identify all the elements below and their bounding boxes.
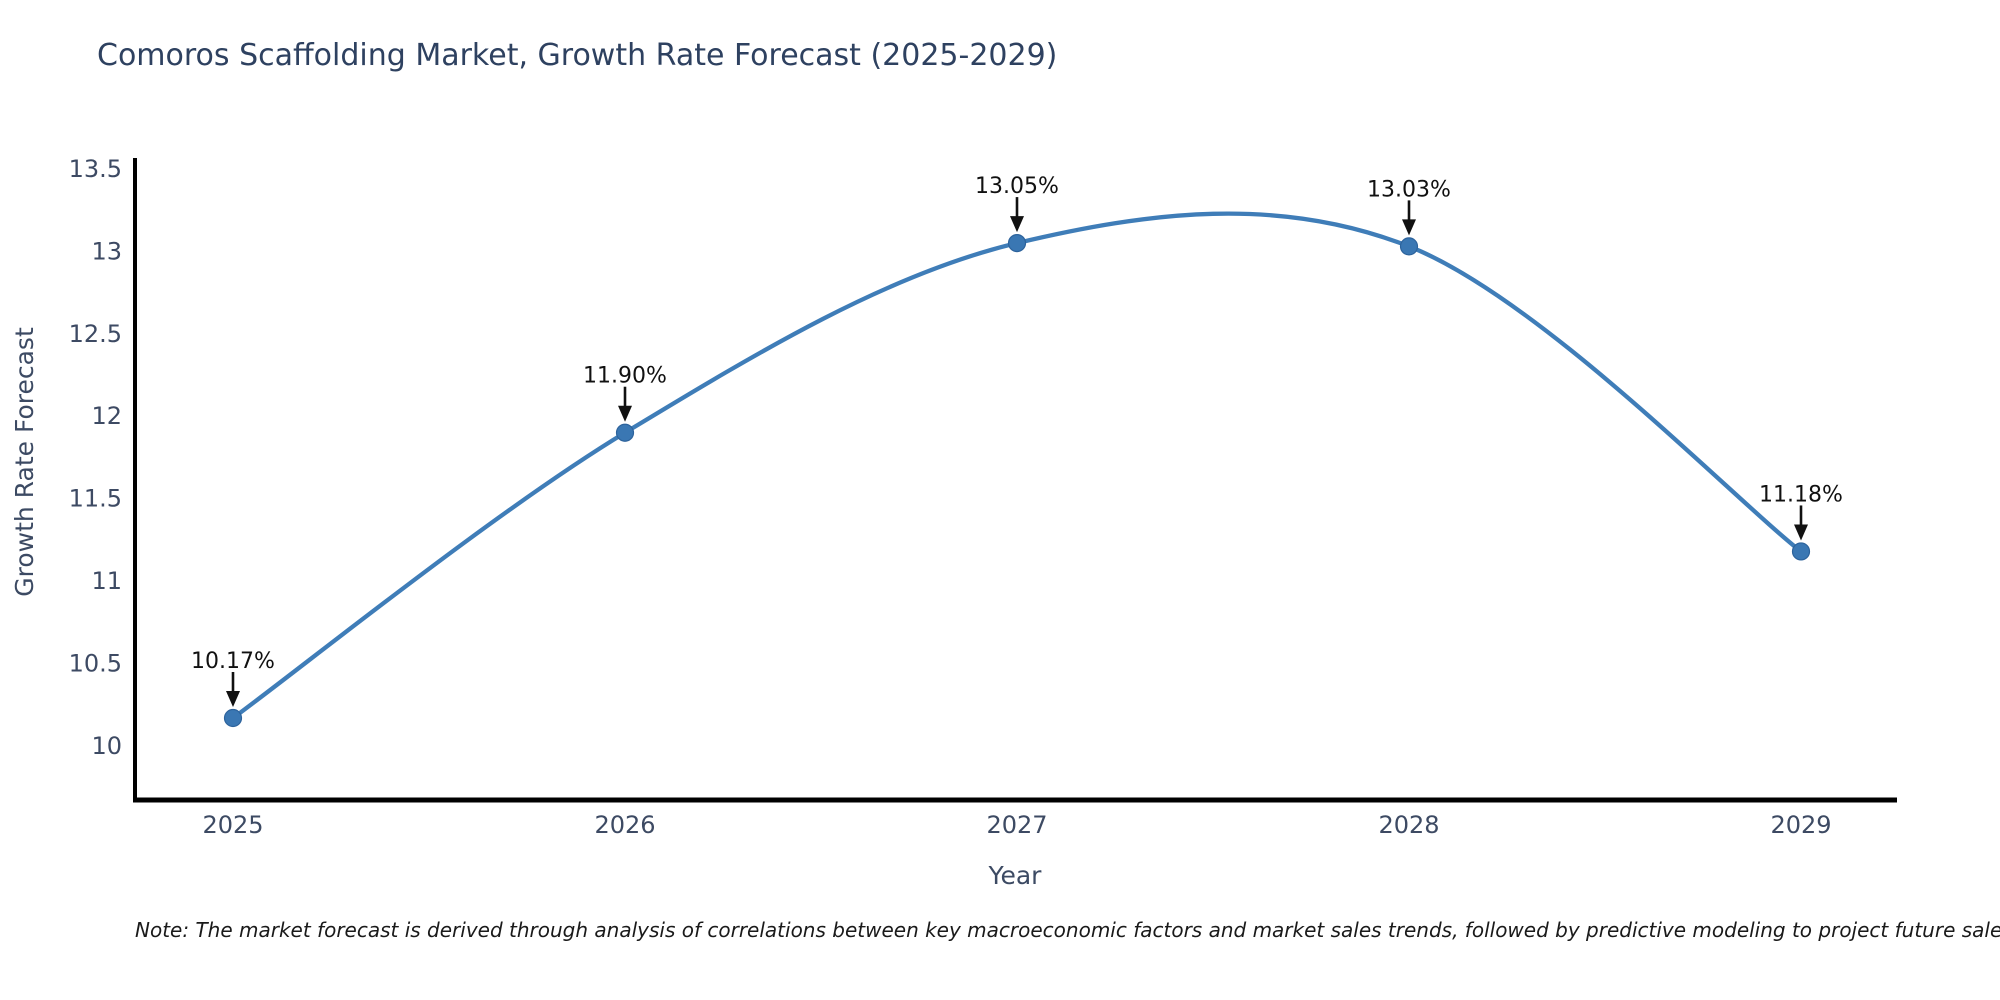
footnote: Note: The market forecast is derived thr… bbox=[135, 918, 2000, 942]
x-tick-label: 2025 bbox=[202, 811, 263, 839]
y-tick-label: 12.5 bbox=[69, 320, 122, 348]
y-tick-label: 10 bbox=[91, 732, 122, 760]
point-label: 13.03% bbox=[1367, 177, 1451, 202]
data-point bbox=[1399, 237, 1419, 256]
y-tick-label: 11.5 bbox=[69, 485, 122, 513]
x-tick-label: 2027 bbox=[986, 811, 1047, 839]
data-point bbox=[223, 708, 243, 728]
x-tick-label: 2026 bbox=[594, 811, 655, 839]
annotation-arrowhead bbox=[618, 405, 632, 422]
data-point bbox=[1007, 233, 1027, 253]
data-point bbox=[615, 423, 635, 442]
y-tick-label: 13.5 bbox=[69, 155, 122, 183]
y-tick-label: 12 bbox=[91, 402, 122, 430]
annotation-arrowhead bbox=[1402, 219, 1416, 236]
point-label: 10.17% bbox=[191, 649, 275, 674]
annotation-arrowhead bbox=[226, 691, 240, 707]
annotation-arrowhead bbox=[1010, 216, 1024, 233]
point-label: 11.90% bbox=[583, 364, 667, 389]
point-label: 13.05% bbox=[975, 174, 1059, 199]
annotation-arrowhead bbox=[1794, 524, 1808, 541]
data-point bbox=[1791, 542, 1811, 561]
point-label: 11.18% bbox=[1759, 482, 1843, 507]
y-tick-label: 11 bbox=[91, 567, 122, 595]
x-tick-label: 2028 bbox=[1378, 811, 1439, 839]
y-tick-label: 10.5 bbox=[69, 650, 122, 678]
trend-line bbox=[230, 211, 1804, 721]
x-axis-title: Year bbox=[988, 861, 1043, 890]
y-tick-label: 13 bbox=[91, 237, 122, 265]
y-axis-title: Growth Rate Forecast bbox=[10, 327, 39, 597]
chart-title: Comoros Scaffolding Market, Growth Rate … bbox=[97, 38, 1058, 73]
x-tick-label: 2029 bbox=[1770, 811, 1831, 839]
